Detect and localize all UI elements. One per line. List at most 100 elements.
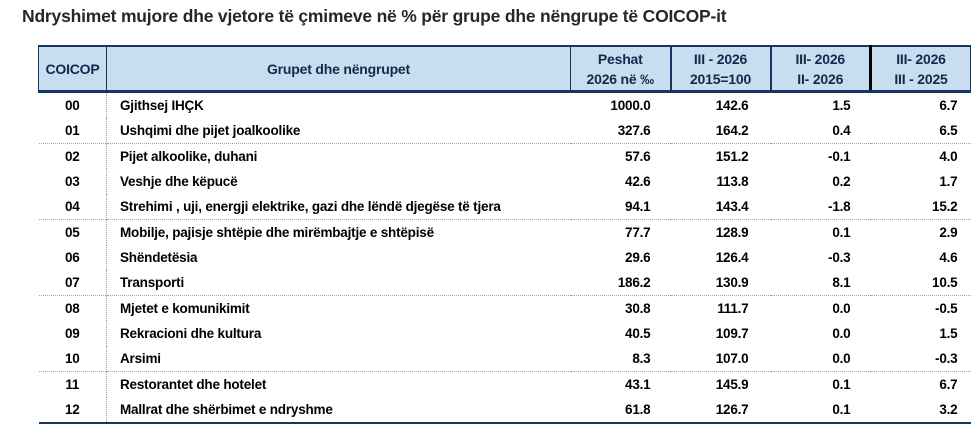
row-weight-value: 327.6 xyxy=(617,123,651,138)
row-monthly-change-value: 0.2 xyxy=(832,174,851,189)
col-header-annual-line2: III - 2025 xyxy=(894,70,948,87)
row-weight-value: 29.6 xyxy=(625,250,651,265)
col-header-annual-line1: III- 2026 xyxy=(896,50,946,67)
row-coicop-code: 07 xyxy=(38,270,107,296)
row-index-value: 113.8 xyxy=(716,174,749,189)
row-index-value: 128.9 xyxy=(670,219,771,245)
row-group-name: Mallrat dhe shërbimet e ndryshme xyxy=(106,397,571,424)
row-monthly-change-value: 8.1 xyxy=(832,275,851,290)
col-header-groups-label: Grupet dhe nëngrupet xyxy=(266,60,410,77)
table-row: 09 Rekracioni dhe kultura 40.5 109.7 0.0 1.5 xyxy=(38,321,971,346)
row-weight-value: 8.3 xyxy=(632,351,651,366)
table-header: COICOP Grupet dhe nëngrupet Peshat 2026 … xyxy=(38,45,971,93)
col-header-coicop-label: COICOP xyxy=(45,60,100,77)
row-index-value: 126.4 xyxy=(715,250,749,265)
row-index-value: 142.6 xyxy=(715,98,749,113)
row-index-value: 107.0 xyxy=(715,351,749,366)
col-header-weights-line1: Peshat xyxy=(597,50,643,67)
table-row: 00 Gjithsej IHÇK 1000.0 142.6 1.5 6.7 xyxy=(38,91,971,118)
row-index-value: 143.4 xyxy=(715,199,749,214)
col-header-index-line1: III - 2026 xyxy=(693,50,748,67)
row-coicop-code: 05 xyxy=(38,219,107,245)
row-group-name: Veshje dhe këpucë xyxy=(120,174,238,189)
row-weight-value: 40.5 xyxy=(625,326,651,341)
row-group-name: Shëndetësia xyxy=(120,250,198,265)
row-coicop-code: 09 xyxy=(38,321,107,346)
row-monthly-change-value: 0.1 xyxy=(770,219,871,245)
row-group-name: Rekracioni dhe kultura xyxy=(120,326,262,341)
row-index-value: 109.7 xyxy=(715,326,749,341)
col-header-index: III - 2026 2015=100 xyxy=(670,45,772,93)
row-coicop-code: 00 xyxy=(38,91,107,118)
row-weight-value: 43.1 xyxy=(570,371,671,397)
row-coicop-code: 11 xyxy=(38,371,107,397)
row-group-name: Arsimi xyxy=(120,351,161,366)
header-row: COICOP Grupet dhe nëngrupet Peshat 2026 … xyxy=(38,45,971,93)
row-group-name: Restorantet dhe hotelet xyxy=(106,371,571,397)
table-row: 05 Mobilje, pajisje shtëpie dhe mirëmbajt… xyxy=(38,219,971,245)
row-group-name: Ushqimi dhe pijet joalkoolike xyxy=(120,123,301,138)
row-group-name: Strehimi , uji, energji elektrike, gazi … xyxy=(120,199,501,214)
col-header-annual-change: III- 2026 III - 2025 xyxy=(870,45,971,93)
row-monthly-change-value: 0.0 xyxy=(832,326,851,341)
row-weight-value: 61.8 xyxy=(570,397,671,424)
col-header-groups: Grupet dhe nëngrupet xyxy=(106,45,571,93)
table-row: 04 Strehimi , uji, energji elektrike, gaz… xyxy=(38,194,971,220)
row-index-value: 130.9 xyxy=(715,275,749,290)
table-row: 12 Mallrat dhe shërbimet e ndryshme 61.8 12… xyxy=(38,397,971,424)
col-header-monthly-change: III- 2026 II- 2026 xyxy=(770,45,872,93)
row-group-name: Gjithsej IHÇK xyxy=(120,98,204,113)
row-annual-change-value: 1.7 xyxy=(939,174,958,189)
row-weight-value: 30.8 xyxy=(570,295,671,321)
row-weight-value: 186.2 xyxy=(617,275,651,290)
table-row: 11 Restorantet dhe hotelet 43.1 145.9 0.1 6.7 xyxy=(38,371,971,397)
row-coicop-code: 06 xyxy=(38,245,107,270)
row-index-value: 111.7 xyxy=(670,295,771,321)
row-annual-change-value: 1.5 xyxy=(939,326,958,341)
row-group-name: Pijet alkoolike, duhani xyxy=(106,143,571,169)
row-weight-value: 42.6 xyxy=(625,174,651,189)
col-header-coicop: COICOP xyxy=(38,45,107,93)
col-header-index-line2: 2015=100 xyxy=(689,70,752,87)
row-weight-value: 77.7 xyxy=(570,219,671,245)
coicop-table: COICOP Grupet dhe nëngrupet Peshat 2026 … xyxy=(38,45,971,424)
row-index-value: 145.9 xyxy=(670,371,771,397)
page-title: Ndryshimet mujore dhe vjetore të çmimeve… xyxy=(22,6,727,26)
row-annual-change-value: 3.2 xyxy=(870,397,971,424)
row-monthly-change-value: 0.1 xyxy=(770,371,871,397)
row-monthly-change-value: 1.5 xyxy=(832,98,851,113)
row-annual-change-value: 2.9 xyxy=(870,219,971,245)
row-coicop-code: 01 xyxy=(38,118,107,144)
row-weight-value: 57.6 xyxy=(570,143,671,169)
row-monthly-change-value: -0.1 xyxy=(770,143,871,169)
row-annual-change-value: 4.6 xyxy=(939,250,958,265)
table-row: 07 Transporti 186.2 130.9 8.1 10.5 xyxy=(38,270,971,296)
row-monthly-change-value: 0.1 xyxy=(770,397,871,424)
table-row: 08 Mjetet e komunikimit 30.8 111.7 0.0 -0.5 xyxy=(38,295,971,321)
row-group-name: Mjetet e komunikimit xyxy=(106,295,571,321)
row-coicop-code: 02 xyxy=(38,143,107,169)
row-coicop-code: 08 xyxy=(38,295,107,321)
col-header-weights-line2: 2026 në ‰ xyxy=(586,70,655,87)
table-row: 01 Ushqimi dhe pijet joalkoolike 327.6 164.… xyxy=(38,118,971,144)
row-monthly-change-value: 0.0 xyxy=(832,351,851,366)
row-group-name: Mobilje, pajisje shtëpie dhe mirëmbajtje… xyxy=(106,219,571,245)
table-row: 02 Pijet alkoolike, duhani 57.6 151.2 -0.1 4.… xyxy=(38,143,971,169)
row-monthly-change-value: -0.3 xyxy=(828,250,851,265)
col-header-monthly-line1: III- 2026 xyxy=(795,50,846,67)
row-coicop-code: 04 xyxy=(38,194,107,220)
table-body: 00 Gjithsej IHÇK 1000.0 142.6 1.5 6.7 01 Ushqim… xyxy=(38,91,971,424)
row-index-value: 126.7 xyxy=(670,397,771,424)
row-monthly-change-value: 0.4 xyxy=(832,123,851,138)
row-annual-change-value: -0.5 xyxy=(870,295,971,321)
row-coicop-code: 12 xyxy=(38,397,107,424)
row-group-name: Transporti xyxy=(120,275,185,290)
row-annual-change-value: 6.5 xyxy=(939,123,958,138)
row-coicop-code: 10 xyxy=(38,346,107,372)
col-header-weights: Peshat 2026 në ‰ xyxy=(570,45,672,93)
row-monthly-change-value: 0.0 xyxy=(770,295,871,321)
table-row: 06 Shëndetësia 29.6 126.4 -0.3 4.6 xyxy=(38,245,971,270)
row-annual-change-value: 6.7 xyxy=(870,371,971,397)
table-row: 10 Arsimi 8.3 107.0 0.0 -0.3 xyxy=(38,346,971,372)
